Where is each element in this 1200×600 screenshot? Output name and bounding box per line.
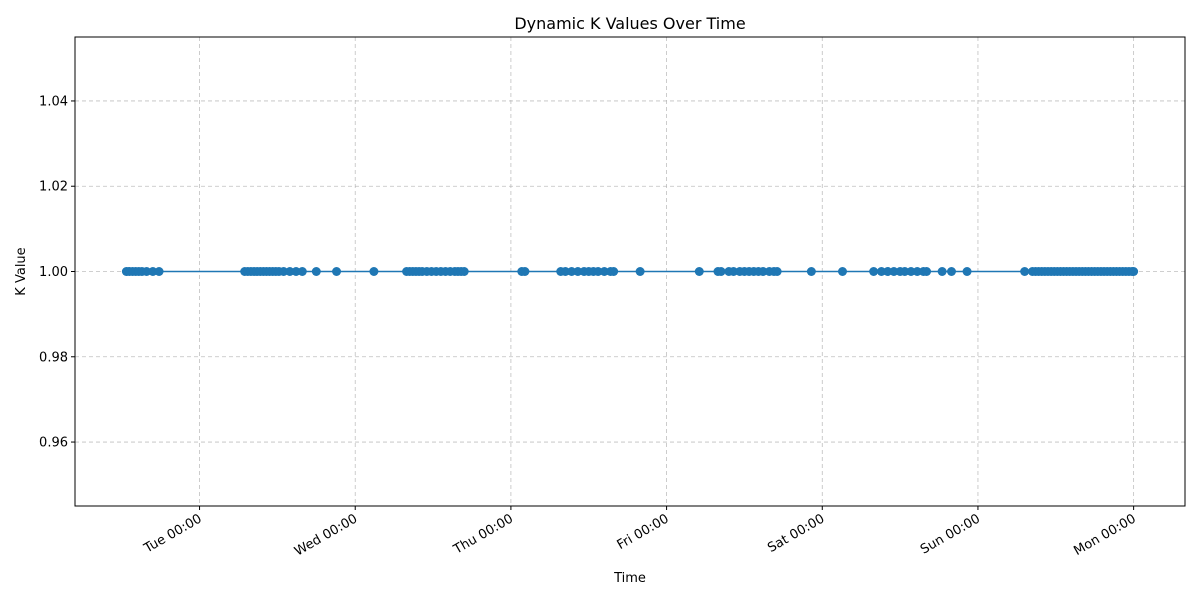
- data-point: [946, 267, 956, 276]
- data-point: [297, 267, 307, 276]
- y-tick-label: 1.02: [39, 180, 68, 195]
- x-axis-label: Time: [613, 571, 646, 586]
- data-point: [599, 267, 609, 276]
- data-point: [609, 267, 619, 276]
- data-point: [900, 267, 910, 276]
- y-axis-label: K Value: [14, 247, 29, 295]
- data-point: [729, 267, 739, 276]
- data-point: [1129, 267, 1139, 276]
- x-tick-label: Sun 00:00: [918, 511, 983, 557]
- data-point: [962, 267, 972, 276]
- data-point: [889, 267, 899, 276]
- x-tick-label: Thu 00:00: [450, 511, 516, 557]
- data-point: [311, 267, 321, 276]
- data-point: [635, 267, 645, 276]
- data-point: [148, 267, 158, 276]
- data-point: [567, 267, 577, 276]
- data-point: [906, 267, 916, 276]
- data-point: [876, 267, 886, 276]
- data-point: [758, 267, 768, 276]
- y-axis: 0.96 0.98 1.00 1.02 1.04: [39, 94, 75, 451]
- x-tick-label: Mon 00:00: [1071, 511, 1138, 558]
- data-point: [716, 267, 726, 276]
- data-point: [154, 267, 164, 276]
- x-tick-label: Sat 00:00: [765, 511, 827, 555]
- data-point: [922, 267, 932, 276]
- data-point: [883, 267, 893, 276]
- x-tick-label: Tue 00:00: [141, 511, 205, 556]
- data-point: [772, 267, 782, 276]
- series-points-layer: [121, 267, 1139, 276]
- y-tick-label: 0.96: [39, 436, 68, 451]
- data-point: [806, 267, 816, 276]
- data-point: [142, 267, 152, 276]
- y-tick-label: 1.00: [39, 265, 68, 280]
- y-tick-label: 1.04: [39, 94, 68, 109]
- data-point: [912, 267, 922, 276]
- data-point: [1020, 267, 1030, 276]
- data-point: [459, 267, 469, 276]
- chart-title: Dynamic K Values Over Time: [514, 14, 745, 33]
- x-axis: Tue 00:00 Wed 00:00 Thu 00:00 Fri 00:00 Sat …: [141, 506, 1139, 559]
- x-tick-label: Wed 00:00: [292, 511, 360, 559]
- data-point: [285, 267, 295, 276]
- data-point: [869, 267, 879, 276]
- data-point: [279, 267, 289, 276]
- data-point: [369, 267, 379, 276]
- data-point: [573, 267, 583, 276]
- data-point: [694, 267, 704, 276]
- data-point: [332, 267, 342, 276]
- y-tick-label: 0.98: [39, 350, 68, 365]
- data-point: [937, 267, 947, 276]
- data-point: [560, 267, 570, 276]
- x-tick-label: Fri 00:00: [615, 511, 672, 553]
- data-point: [520, 267, 530, 276]
- data-point: [593, 267, 603, 276]
- data-point: [838, 267, 848, 276]
- data-point: [291, 267, 301, 276]
